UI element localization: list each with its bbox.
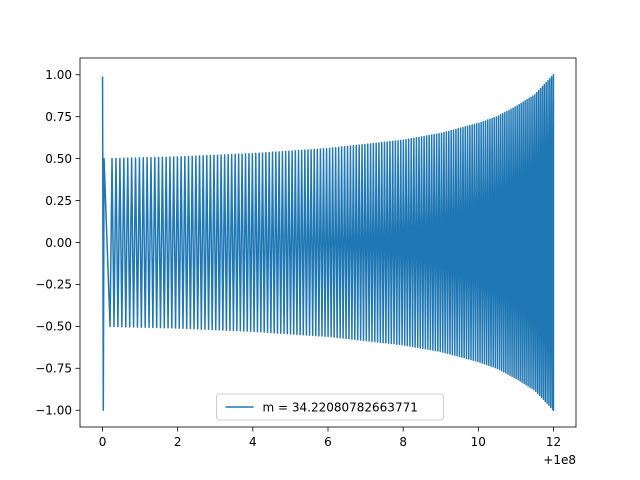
x-tick-label: 2 — [174, 435, 182, 449]
legend-box — [216, 393, 444, 421]
series-line — [101, 74, 555, 411]
y-tick-label: 0.75 — [45, 110, 72, 124]
x-tick-label: 0 — [99, 435, 107, 449]
legend[interactable]: m = 34.22080782663771 — [216, 393, 444, 421]
y-tick-label: 0.25 — [45, 194, 72, 208]
x-tick-label: 8 — [399, 435, 407, 449]
series-layer — [101, 74, 555, 411]
y-tick-label: −0.50 — [35, 320, 72, 334]
y-tick-label: −0.25 — [35, 278, 72, 292]
legend-label: m = 34.22080782663771 — [263, 400, 418, 414]
y-tick-label: 1.00 — [45, 68, 72, 82]
x-tick-label: 4 — [249, 435, 257, 449]
x-axis-offset-label: +1e8 — [543, 453, 576, 467]
x-tick-label: 10 — [471, 435, 486, 449]
x-tick-label: 12 — [546, 435, 561, 449]
y-axis: −1.00 −0.75 −0.50 −0.25 0.00 0.25 0.50 0.75 1.00 — [35, 68, 80, 418]
y-tick-label: 0.00 — [45, 236, 72, 250]
x-axis: 0 2 4 6 8 10 12 — [99, 427, 561, 449]
y-tick-label: −1.00 — [35, 404, 72, 418]
x-tick-label: 6 — [324, 435, 332, 449]
y-tick-label: 0.50 — [45, 152, 72, 166]
y-tick-label: −0.75 — [35, 362, 72, 376]
